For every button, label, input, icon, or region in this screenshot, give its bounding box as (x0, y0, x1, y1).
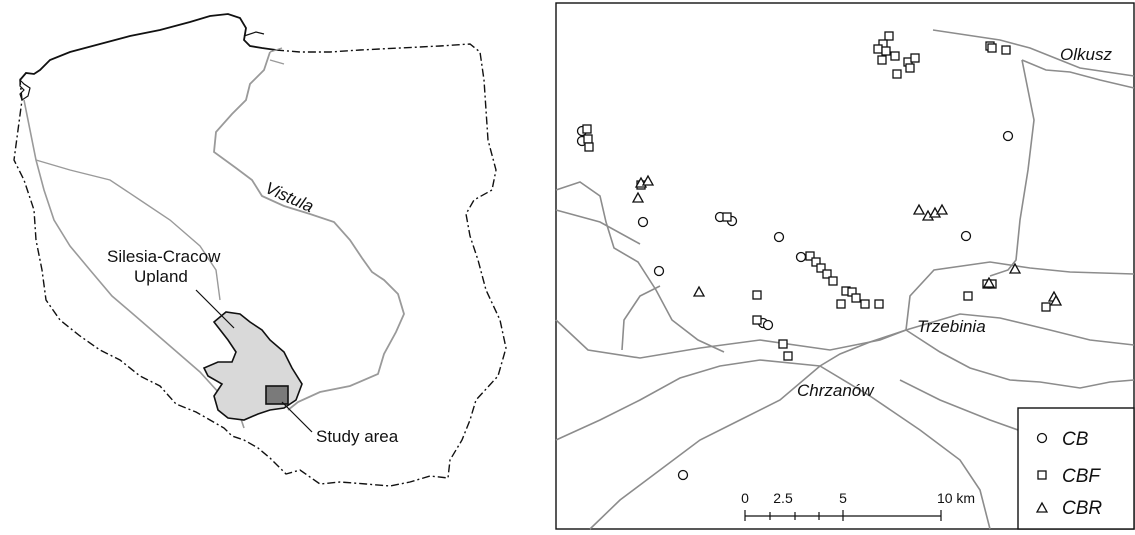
site-cbr (982, 276, 996, 288)
baltic-coastline (19, 13, 277, 81)
vistula-river (213, 51, 405, 411)
site-cb (795, 251, 807, 263)
site-cbf (851, 293, 861, 303)
legend-label-cb: CB (1062, 429, 1089, 450)
road-8 (589, 329, 907, 530)
site-cbr (631, 191, 645, 203)
town-label-trzebinia: Trzebinia (917, 317, 986, 336)
legend-symbol-square (1037, 470, 1047, 480)
site-cbf (584, 142, 594, 152)
site-cbf (1001, 45, 1011, 55)
study-area-map: Olkusz Trzebinia Chrzanów 0 2.5 5 10 km … (555, 2, 1135, 530)
scale-tick-5: 5 (839, 490, 847, 506)
site-cbf (722, 212, 732, 222)
road-5 (555, 313, 1135, 359)
road-10 (555, 359, 821, 441)
road-13 (899, 379, 1019, 431)
river-label-vistula: Vistula (262, 178, 316, 216)
site-cbr (692, 285, 706, 297)
scale-bar-line (744, 510, 942, 521)
site-cbf (583, 134, 593, 144)
site-cbf (805, 251, 815, 261)
road-1 (932, 29, 1135, 77)
legend-label-cbr: CBR (1062, 498, 1102, 519)
legend: CB CBF CBR (1017, 407, 1135, 530)
town-label-chrzanow: Chrzanów (797, 381, 875, 400)
scale-tick-10: 10 km (937, 490, 975, 506)
site-cbf (884, 31, 894, 41)
road-network (555, 29, 1135, 530)
site-cb (960, 230, 972, 242)
site-cb (1002, 130, 1014, 142)
site-cbr (1049, 294, 1063, 306)
site-cbf (811, 257, 821, 267)
site-cbf (881, 46, 891, 56)
legend-box (1017, 407, 1135, 530)
road-3 (1021, 59, 1135, 89)
site-cbr (912, 203, 926, 215)
site-cb (773, 231, 785, 243)
oder-river (23, 99, 245, 429)
site-cbf (910, 53, 920, 63)
site-cbf (822, 269, 832, 279)
upland-leader-line (195, 289, 235, 329)
site-cbf (963, 291, 973, 301)
site-cbf (860, 299, 870, 309)
site-cb (762, 319, 774, 331)
site-cbf (987, 43, 997, 53)
site-cbf (890, 51, 900, 61)
site-cbf (816, 263, 826, 273)
site-cbf (752, 290, 762, 300)
site-cb (637, 216, 649, 228)
site-cbf (892, 69, 902, 79)
study-area-label: Study area (316, 427, 399, 446)
study-area-leader-line (281, 401, 313, 433)
road-9 (819, 365, 991, 530)
site-cbf (778, 339, 788, 349)
site-cbf (783, 351, 793, 361)
road-12 (555, 209, 641, 245)
poland-land-border (13, 43, 507, 487)
legend-label-cbf: CBF (1062, 466, 1101, 487)
road-4 (555, 181, 725, 353)
site-cbf (905, 63, 915, 73)
site-cbr (1008, 262, 1022, 274)
site-cb (653, 265, 665, 277)
site-cbf (752, 315, 762, 325)
legend-symbol-triangle (1035, 501, 1049, 513)
road-7 (905, 329, 1135, 389)
site-cbf (828, 276, 838, 286)
scale-tick-0: 0 (741, 490, 749, 506)
scale-bar: 0 2.5 5 10 km (741, 490, 975, 521)
vistula-delta-branch (269, 47, 285, 65)
site-cbf (836, 299, 846, 309)
scale-tick-2-5: 2.5 (773, 490, 793, 506)
warta-river (35, 159, 221, 301)
road-11 (621, 285, 661, 351)
town-label-olkusz: Olkusz (1060, 45, 1112, 64)
hel-peninsula (243, 31, 265, 37)
road-2 (989, 59, 1035, 277)
study-area-box (265, 385, 289, 405)
site-cbf (873, 44, 883, 54)
poland-map: Vistula Silesia-Cracow Upland Study area (13, 13, 507, 487)
site-cbf (1041, 302, 1051, 312)
site-cbr (935, 203, 949, 215)
region-label-line1: Silesia-Cracow (107, 247, 221, 266)
site-cbf (874, 299, 884, 309)
site-cbf (877, 55, 887, 65)
site-cbr (641, 174, 655, 186)
legend-symbol-circle (1036, 432, 1048, 444)
region-label-line2: Upland (134, 267, 188, 286)
site-cb (677, 469, 689, 481)
site-cbf (582, 124, 592, 134)
sites-cbr (631, 174, 1063, 306)
road-6 (905, 261, 1135, 331)
